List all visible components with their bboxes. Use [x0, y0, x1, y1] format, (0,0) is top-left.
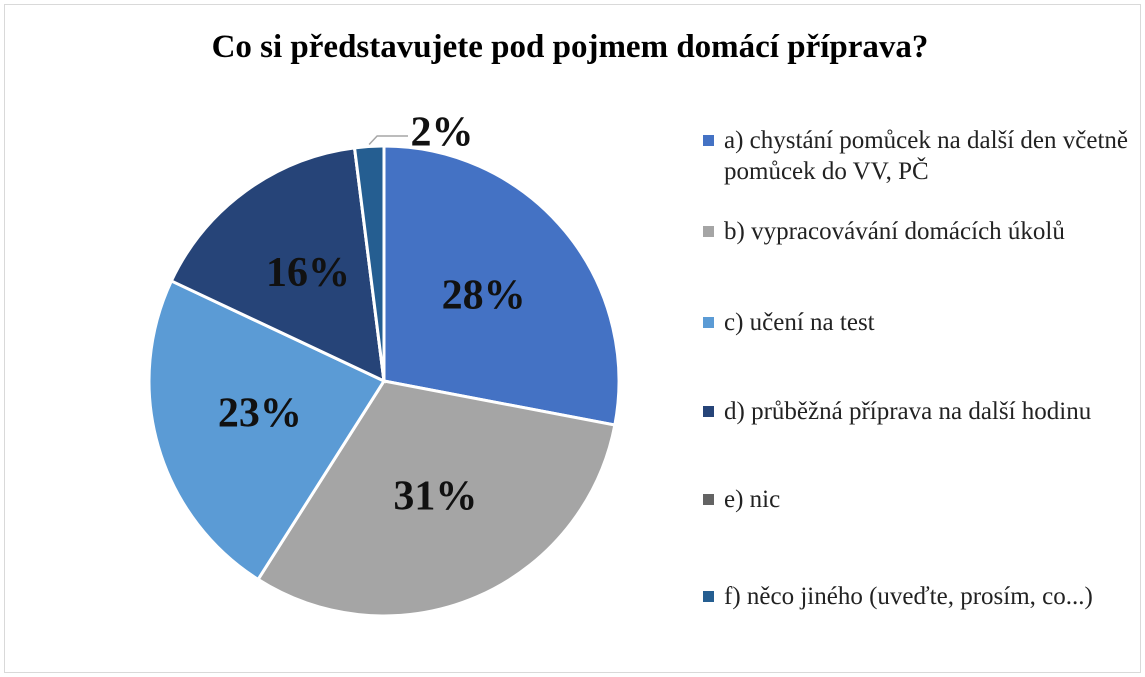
legend-label: e) nic — [724, 486, 781, 513]
data-label: 2% — [411, 110, 474, 156]
pie-slice — [382, 144, 621, 427]
legend-swatch — [703, 317, 714, 328]
legend-item: c) učení na test — [703, 307, 1143, 338]
data-label: 23% — [218, 391, 302, 437]
data-label: 16% — [266, 250, 350, 296]
legend-label: a) chystání pomůcek na další den včetně … — [724, 127, 1129, 185]
data-label: 31% — [393, 473, 477, 519]
leader-line — [368, 135, 408, 145]
legend-label: f) něco jiného (uveďte, prosím, co...) — [724, 583, 1093, 610]
pie-slice — [147, 278, 387, 582]
data-label: 28% — [442, 272, 526, 318]
legend-label: b) vypracovávání domácích úkolů — [724, 218, 1065, 245]
pie-slice — [169, 146, 386, 384]
chart-title: Co si představujete pod pojmem domácí př… — [212, 29, 929, 65]
legend-swatch — [703, 226, 714, 237]
legend-label: d) průběžná příprava na další hodinu — [724, 398, 1092, 425]
legend-item: a) chystání pomůcek na další den včetně … — [703, 125, 1143, 187]
pie-slice — [352, 144, 386, 382]
legend-swatch — [703, 494, 714, 505]
legend-item: d) průběžná příprava na další hodinu — [703, 396, 1143, 427]
legend-swatch — [703, 406, 714, 417]
legend-label: c) učení na test — [724, 309, 875, 336]
legend-item: e) nic — [703, 484, 1143, 515]
legend-item: f) něco jiného (uveďte, prosím, co...) — [703, 581, 1143, 612]
legend-item: b) vypracovávání domácích úkolů — [703, 216, 1143, 247]
legend-swatch — [703, 591, 714, 602]
legend-swatch — [703, 135, 714, 146]
chart-border — [4, 4, 1141, 673]
